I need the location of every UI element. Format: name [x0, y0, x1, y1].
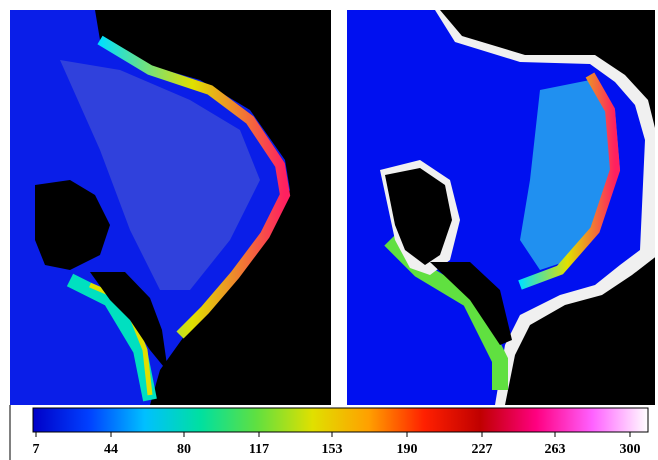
- colorbar: 7 44 80 117 153 190 227 263 300: [10, 405, 648, 460]
- tick-label: 190: [396, 442, 417, 457]
- figure: 7 44 80 117 153 190 227 263 300: [0, 0, 658, 460]
- tick-label: 300: [620, 442, 641, 457]
- right-map: [347, 10, 658, 405]
- tick-label: 263: [544, 442, 565, 457]
- colorbar-scale: [33, 408, 648, 432]
- tick-label: 44: [104, 442, 118, 457]
- tick-label: 153: [321, 442, 342, 457]
- tick-label: 227: [472, 442, 493, 457]
- tick-label: 7: [33, 442, 40, 457]
- tick-label: 117: [249, 442, 269, 457]
- tick-label: 80: [177, 442, 191, 457]
- left-map: [10, 10, 331, 405]
